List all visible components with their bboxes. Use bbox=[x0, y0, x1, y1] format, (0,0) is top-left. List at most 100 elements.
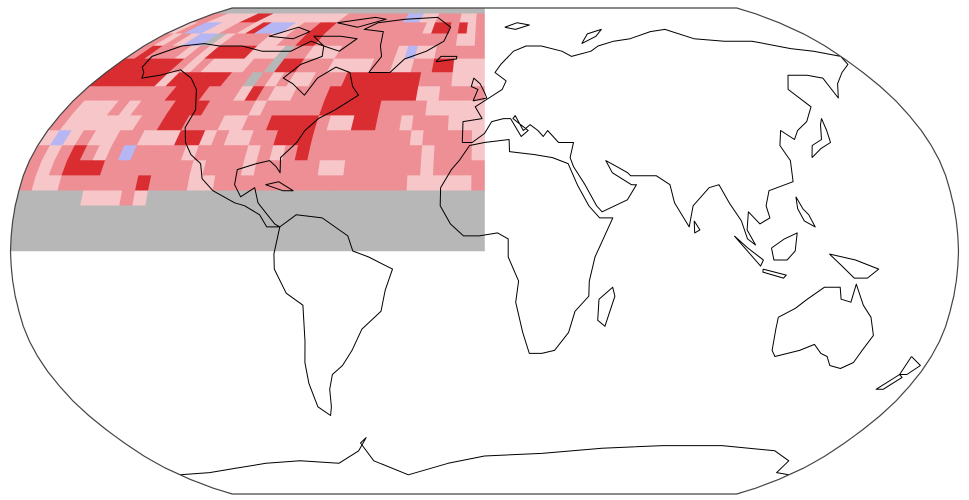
grid-cell bbox=[449, 86, 463, 102]
grid-cell bbox=[448, 100, 462, 116]
coastline-path bbox=[141, 40, 359, 228]
grid-cell bbox=[433, 145, 448, 161]
grid-cell bbox=[445, 175, 460, 192]
grid-cell bbox=[155, 235, 170, 252]
grid-cell bbox=[36, 235, 51, 252]
grid-cell bbox=[314, 190, 330, 207]
grid-cell bbox=[76, 220, 92, 237]
grid-cell bbox=[316, 175, 332, 192]
grid-cell bbox=[340, 190, 356, 207]
coastline-path bbox=[461, 28, 849, 246]
grid-cell bbox=[275, 190, 291, 207]
grid-cell bbox=[50, 220, 66, 237]
grid-cell bbox=[116, 220, 131, 237]
grid-cell bbox=[366, 205, 381, 222]
grid-cell bbox=[419, 190, 434, 207]
grid-cell bbox=[466, 22, 477, 35]
grid-cell bbox=[445, 190, 459, 207]
coastline-path bbox=[470, 77, 488, 102]
grid-cell bbox=[195, 205, 212, 222]
grid-cell bbox=[317, 160, 334, 176]
grid-cell bbox=[475, 13, 485, 24]
grid-cell bbox=[474, 45, 485, 60]
grid-cell bbox=[303, 175, 319, 192]
grid-cell bbox=[427, 86, 441, 102]
grid-cell bbox=[392, 190, 408, 207]
grid-cell bbox=[471, 190, 485, 207]
map-outline bbox=[9, 7, 960, 495]
grid-cell bbox=[339, 235, 354, 252]
coastline-path bbox=[273, 214, 393, 416]
grid-cell bbox=[247, 220, 263, 237]
grid-cell bbox=[474, 33, 485, 47]
grid-cell bbox=[446, 130, 461, 146]
grid-cell bbox=[210, 190, 227, 207]
grid-cell bbox=[208, 220, 223, 237]
grid-cell bbox=[181, 220, 197, 237]
grid-cell bbox=[431, 235, 446, 252]
coastline-path bbox=[439, 139, 614, 354]
grid-cell bbox=[409, 130, 425, 146]
grid-cell bbox=[405, 235, 420, 252]
grid-cell bbox=[407, 160, 422, 176]
grid-cell bbox=[379, 205, 394, 222]
grid-cell bbox=[455, 33, 468, 47]
grid-cell bbox=[367, 175, 383, 192]
grid-cell bbox=[406, 175, 421, 192]
grid-cell bbox=[440, 72, 454, 87]
grid-cell bbox=[304, 160, 321, 176]
grid-cell bbox=[38, 205, 55, 222]
grid-cell bbox=[313, 205, 329, 222]
grid-cell bbox=[326, 205, 342, 222]
grid-cell bbox=[458, 160, 473, 176]
coastline-path bbox=[811, 118, 831, 158]
grid-cell bbox=[434, 130, 449, 146]
grid-cell bbox=[326, 235, 341, 252]
grid-cell bbox=[381, 160, 397, 176]
coastline-path bbox=[265, 181, 294, 192]
grid-cell bbox=[379, 220, 394, 237]
grid-cell bbox=[431, 220, 446, 237]
grid-cell bbox=[438, 86, 452, 102]
grid-cell bbox=[365, 235, 380, 252]
grid-cell bbox=[130, 205, 146, 222]
grid-cell bbox=[394, 160, 409, 176]
grid-cell bbox=[457, 22, 469, 35]
grid-cell bbox=[287, 205, 303, 222]
grid-cell bbox=[299, 235, 314, 252]
grid-cell bbox=[23, 235, 38, 252]
grid-cell bbox=[447, 115, 462, 131]
grid-cell bbox=[340, 205, 355, 222]
grid-cell bbox=[423, 115, 438, 131]
grid-cell bbox=[418, 205, 433, 222]
grid-cell bbox=[419, 175, 434, 192]
grid-cell bbox=[273, 220, 289, 237]
grid-cell bbox=[156, 205, 172, 222]
grid-cell bbox=[392, 205, 407, 222]
grid-cell bbox=[330, 160, 346, 176]
grid-cell bbox=[234, 235, 249, 252]
grid-cell bbox=[459, 115, 474, 131]
grid-cell bbox=[143, 205, 159, 222]
coastline-path bbox=[899, 356, 921, 375]
grid-cell bbox=[459, 13, 470, 24]
grid-cell bbox=[383, 145, 398, 161]
grid-cell bbox=[411, 115, 426, 131]
grid-cell bbox=[399, 115, 415, 131]
grid-cell bbox=[457, 235, 472, 252]
grid-cell bbox=[89, 220, 105, 237]
grid-cell bbox=[168, 220, 184, 237]
grid-cell bbox=[129, 220, 145, 237]
grid-cell bbox=[247, 235, 262, 252]
grid-cell bbox=[169, 205, 186, 222]
grid-cell bbox=[248, 205, 264, 222]
grid-cell bbox=[432, 160, 447, 176]
grid-cell bbox=[356, 160, 372, 176]
coastlines bbox=[141, 16, 921, 476]
grid-cell bbox=[339, 220, 354, 237]
coastline-path bbox=[875, 374, 903, 390]
grid-cell bbox=[194, 235, 209, 252]
coastline-path bbox=[762, 268, 787, 279]
grid-cell bbox=[286, 235, 301, 252]
grid-cell bbox=[142, 220, 158, 237]
